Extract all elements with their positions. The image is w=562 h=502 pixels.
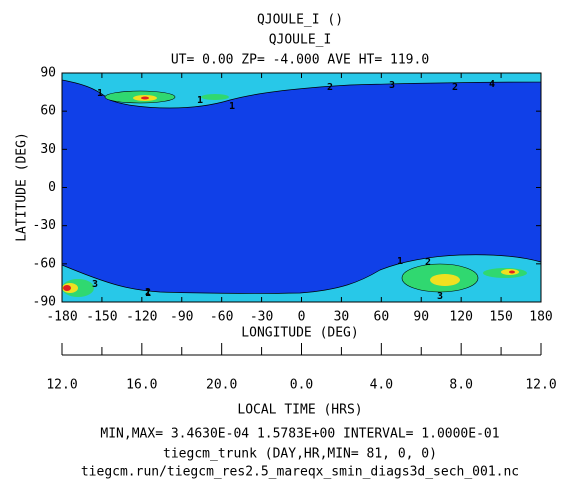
y-axis-label: LATITUDE (DEG) (15, 132, 30, 242)
y-tick-label: 60 (40, 104, 56, 119)
contour-label: 1 (145, 288, 151, 299)
x2-tick-label: 4.0 (370, 378, 393, 393)
y-tick-label: 90 (40, 66, 56, 81)
region-green (201, 94, 229, 100)
x-tick-label: -30 (250, 310, 273, 325)
chart-header: UT= 0.00 ZP= -4.000 AVE HT= 119.0 (171, 53, 429, 68)
contour-label: 3 (92, 279, 98, 290)
contour-label: 2 (452, 82, 458, 93)
x-tick-label: 120 (449, 310, 472, 325)
x-tick-label: 0 (298, 310, 306, 325)
footer-line: MIN,MAX= 3.4630E-04 1.5783E+00 INTERVAL=… (100, 427, 499, 442)
x2-tick-label: 0.0 (290, 378, 313, 393)
x2-axis-label: LOCAL TIME (HRS) (237, 403, 362, 418)
x-tick-label: -120 (126, 310, 157, 325)
y-tick-label: -90 (33, 295, 56, 310)
x2-tick-label: 20.0 (206, 378, 237, 393)
y-tick-label: -30 (33, 218, 56, 233)
contour-label: 3 (389, 80, 395, 91)
y-tick-label: 0 (48, 180, 56, 195)
y-tick-label: -60 (33, 256, 56, 271)
y-tick-label: 30 (40, 142, 56, 157)
chart-subtitle: QJOULE_I (269, 33, 332, 48)
region-red (509, 270, 515, 274)
contour-label: 1 (229, 101, 235, 112)
contour-label: 2 (145, 287, 151, 298)
x2-tick-label: 12.0 (525, 378, 556, 393)
contour-label: 1 (197, 95, 203, 106)
contour-label: 2 (425, 257, 431, 268)
contour-label: 1 (397, 256, 403, 267)
x2-tick-label: 12.0 (46, 378, 77, 393)
x-tick-label: 150 (489, 310, 512, 325)
x-tick-label: 180 (529, 310, 552, 325)
x-tick-label: 60 (374, 310, 390, 325)
field (61, 72, 542, 303)
region-red (141, 96, 149, 100)
x-tick-label: -90 (170, 310, 193, 325)
region-yellow (430, 274, 460, 286)
region-red (63, 285, 71, 291)
footer-line: tiegcm.run/tiegcm_res2.5_mareqx_smin_dia… (81, 465, 519, 480)
contour-label: 1 (97, 88, 103, 99)
chart-title: QJOULE_I () (257, 13, 343, 28)
x-tick-label: -60 (210, 310, 233, 325)
x2-tick-label: 16.0 (126, 378, 157, 393)
x2-tick-label: 8.0 (449, 378, 472, 393)
x-tick-label: 30 (334, 310, 350, 325)
x-tick-label: 90 (413, 310, 429, 325)
x-tick-label: -150 (86, 310, 117, 325)
x-axis-label: LONGITUDE (DEG) (241, 326, 358, 341)
x-tick-label: -180 (46, 310, 77, 325)
contour-label: 4 (489, 79, 495, 90)
footer-line: tiegcm_trunk (DAY,HR,MIN= 81, 0, 0) (163, 447, 437, 462)
contour-label: 3 (437, 291, 443, 302)
contour-label: 2 (327, 82, 333, 93)
